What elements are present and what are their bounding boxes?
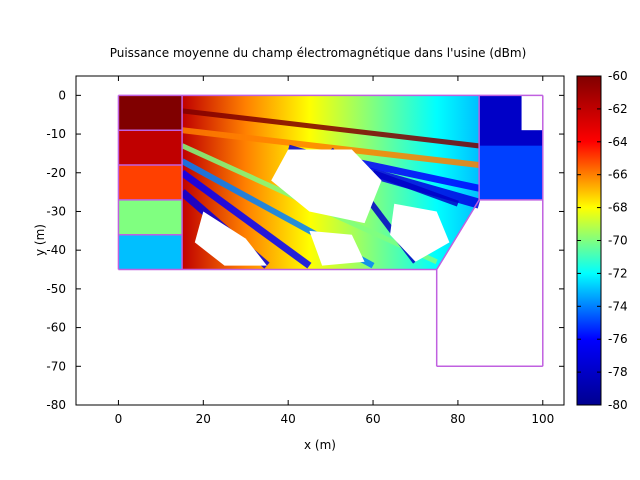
shadow-region-1: [194, 211, 267, 266]
colorbar-tick-label: -70: [608, 234, 628, 248]
x-axis: 0 20 40 60 80 100: [115, 76, 554, 426]
colorbar-tick-label: -62: [608, 102, 628, 116]
y-axis: 0 -10 -20 -30 -40 -50 -60 -70 -80: [46, 88, 564, 412]
y-tick-label: -50: [46, 282, 66, 296]
ray-beam-4: [180, 169, 312, 269]
x-tick-label: 80: [450, 412, 465, 426]
y-tick-label: -20: [46, 166, 66, 180]
x-tick-label: 0: [115, 412, 123, 426]
x-tick-label: 100: [531, 412, 554, 426]
plot-area: [118, 95, 544, 270]
colorbar-tick-label: -64: [608, 135, 628, 149]
x-tick-label: 20: [196, 412, 211, 426]
chart-title: Puissance moyenne du champ électromagnét…: [110, 46, 527, 60]
room-4: [118, 199, 183, 235]
colorbar-tick-label: -72: [608, 266, 628, 280]
back-corridor: [479, 145, 543, 200]
colorbar-tick-label: -78: [608, 365, 628, 379]
y-tick-label: 0: [58, 88, 66, 102]
y-tick-label: -40: [46, 243, 66, 257]
shadow-region-2: [390, 203, 450, 262]
y-tick-label: -10: [46, 127, 66, 141]
shadow-region-0: [271, 149, 382, 224]
colorbar-tick-label: -68: [608, 201, 628, 215]
plot-frame: [75, 75, 565, 406]
colorbar-tick-label: -80: [608, 398, 628, 412]
y-tick-label: -60: [46, 321, 66, 335]
wall-9: [436, 199, 480, 270]
y-tick-label: -30: [46, 204, 66, 218]
ray-beam-1: [181, 127, 480, 169]
room-2: [118, 130, 183, 166]
room-5: [118, 234, 183, 270]
x-tick-label: 40: [281, 412, 296, 426]
colorbar-tick-label: -74: [608, 299, 628, 313]
x-axis-label: x (m): [304, 438, 336, 452]
y-axis-label: y (m): [33, 224, 47, 256]
colorbar-tick-label: -76: [608, 332, 628, 346]
room-1: [118, 95, 183, 131]
colorbar-axis: -60 -62 -64 -66 -68 -70 -72 -74 -76 -78 -80: [577, 69, 628, 412]
y-tick-label: -80: [46, 398, 66, 412]
colorbar-tick-label: -60: [608, 69, 628, 83]
walls: [117, 94, 544, 368]
ray-beam-7: [351, 157, 480, 192]
ray-beam-9: [372, 169, 459, 207]
x-tick-label: 60: [365, 412, 380, 426]
back-room-shadow: [521, 95, 543, 131]
colorbar-tick-label: -66: [608, 168, 628, 182]
shadow-region-3: [309, 230, 365, 266]
room-3: [118, 165, 183, 200]
y-tick-label: -70: [46, 359, 66, 373]
